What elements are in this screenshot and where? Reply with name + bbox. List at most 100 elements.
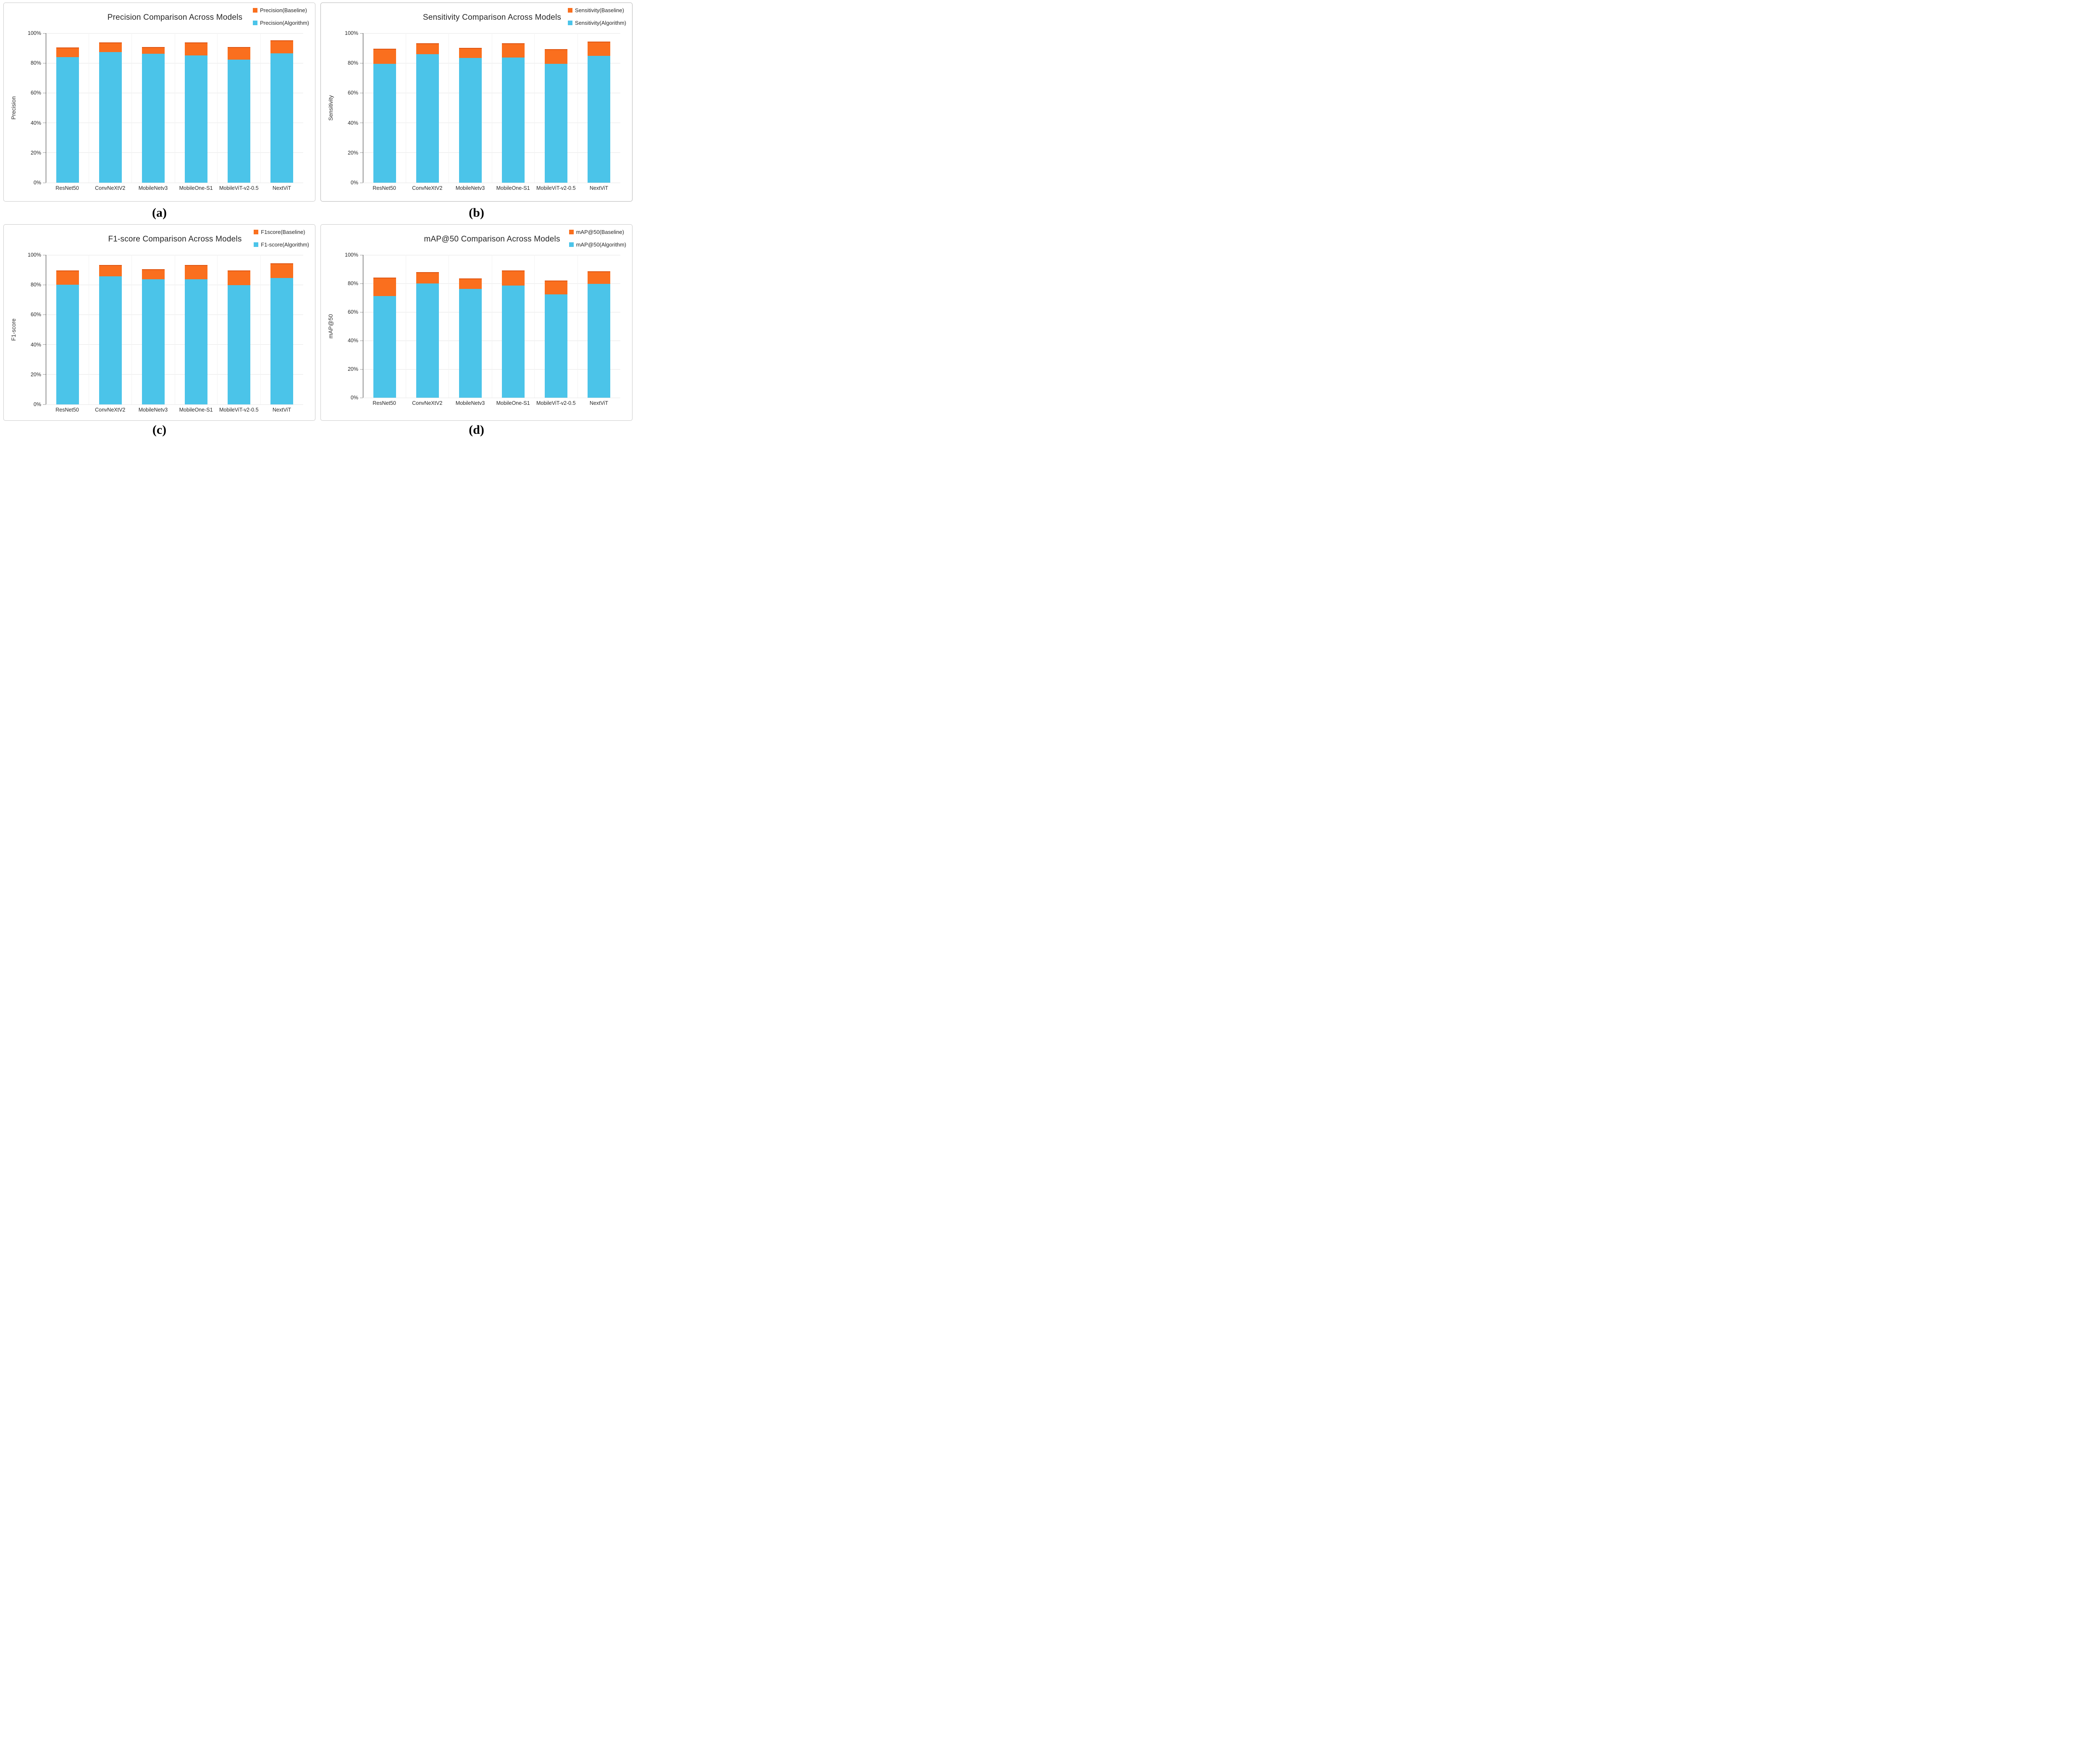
y-tick-label: 60% [30, 312, 41, 318]
bar-algorithm-segment [459, 289, 482, 398]
legend-label: Sensitivity(Baseline) [575, 7, 624, 13]
bar-slot-NextViT [578, 33, 620, 183]
y-axis-tick [43, 404, 46, 405]
algorithm-swatch-icon [569, 242, 574, 247]
legend: mAP@50(Baseline) mAP@50(Algorithm) [569, 229, 626, 248]
y-tick-label: 20% [347, 149, 358, 156]
x-axis-labels: ResNet50 ConvNeXtV2 MobileNetv3 MobileOne-S… [363, 400, 620, 406]
algorithm-swatch-icon [254, 242, 259, 247]
bar-algorithm-segment [56, 57, 79, 183]
chart-panel-map50: mAP@50(Baseline) mAP@50(Algorithm) mAP@5… [320, 224, 633, 421]
chart-title: mAP@50 Comparison Across Models [424, 235, 560, 244]
bar-slot-ResNet50 [363, 255, 406, 398]
legend-item-algorithm: Precision(Algorithm) [252, 20, 309, 26]
y-axis-tick [43, 374, 46, 375]
bar-algorithm-segment [416, 283, 439, 398]
bar-algorithm-segment [373, 296, 396, 398]
vertical-gridline [217, 33, 218, 183]
legend-label: F1-score(Algorithm) [261, 241, 309, 248]
y-axis-label: mAP@50 [328, 314, 334, 338]
x-category-label: NextViT [589, 400, 609, 406]
bar-algorithm-segment [588, 55, 610, 183]
y-tick-label: 40% [30, 341, 41, 348]
bar-slot-MobileViT-v2-0.5 [218, 33, 260, 183]
legend: F1score(Baseline) F1-score(Algorithm) [254, 229, 309, 248]
vertical-gridline [131, 255, 132, 404]
bar-algorithm-segment [545, 294, 567, 398]
legend-item-baseline: mAP@50(Baseline) [569, 229, 626, 235]
y-tick-label: 60% [347, 309, 358, 315]
legend-label: mAP@50(Algorithm) [576, 241, 626, 248]
y-tick-label: 60% [347, 90, 358, 96]
vertical-gridline [260, 255, 261, 404]
x-category-label: MobileViT-v2-0.5 [536, 400, 576, 406]
caption-cell: (c) [3, 421, 315, 439]
bar-slot-NextViT [260, 255, 303, 404]
bar-slot-ConvNeXtV2 [406, 255, 449, 398]
bar-slot-NextViT [578, 255, 620, 398]
subfigure-caption-c: (c) [152, 422, 167, 437]
bar-algorithm-segment [99, 276, 122, 404]
bars-layer [363, 33, 620, 183]
x-category-label: ResNet50 [55, 407, 79, 413]
bar-algorithm-segment [99, 52, 122, 183]
vertical-gridline [534, 33, 535, 183]
gridline [46, 404, 303, 405]
x-category-label: ConvNeXtV2 [412, 400, 443, 406]
y-tick-label: 20% [30, 149, 41, 156]
x-category-label: ConvNeXtV2 [95, 185, 126, 191]
bar-algorithm-segment [142, 54, 165, 183]
subfigure-caption-a: (a) [152, 206, 167, 220]
y-tick-label: 100% [28, 30, 41, 36]
x-category-label: MobileNetv3 [138, 185, 168, 191]
bars-layer [363, 255, 620, 398]
bar-slot-MobileNetv3 [132, 33, 175, 183]
legend-label: Precision(Algorithm) [260, 20, 309, 26]
caption-cell: (b) [320, 202, 633, 224]
bar-algorithm-segment [416, 54, 439, 183]
legend-label: mAP@50(Baseline) [576, 229, 624, 235]
x-category-label: MobileOne-S1 [496, 185, 530, 191]
y-tick-label: 0% [33, 180, 41, 186]
chart-panel-precision: Precision(Baseline) Precision(Algorithm)… [3, 3, 315, 202]
bar-algorithm-segment [502, 57, 525, 183]
chart-title: Precision Comparison Across Models [107, 13, 243, 22]
bar-slot-MobileNetv3 [449, 255, 492, 398]
baseline-swatch-icon [254, 230, 259, 234]
x-category-label: NextViT [272, 185, 291, 191]
bar-algorithm-segment [270, 278, 293, 404]
bar-algorithm-segment [459, 58, 482, 183]
y-axis-label: Precision [10, 96, 17, 120]
x-category-label: ConvNeXtV2 [412, 185, 443, 191]
x-category-label: NextViT [272, 407, 291, 413]
bar-algorithm-segment [228, 60, 250, 183]
bar-algorithm-segment [142, 279, 165, 404]
vertical-gridline [260, 33, 261, 183]
algorithm-swatch-icon [252, 21, 257, 25]
subfigure-caption-b: (b) [469, 206, 484, 220]
x-category-label: MobileNetv3 [455, 400, 485, 406]
legend-label: F1score(Baseline) [261, 229, 305, 235]
bar-algorithm-segment [185, 279, 207, 404]
x-axis-labels: ResNet50 ConvNeXtV2 MobileNetv3 MobileOne-S… [46, 185, 303, 191]
bar-slot-ConvNeXtV2 [89, 33, 132, 183]
bar-algorithm-segment [373, 63, 396, 183]
bar-algorithm-segment [588, 283, 610, 398]
bar-slot-ResNet50 [363, 33, 406, 183]
y-tick-label: 80% [30, 60, 41, 66]
chart-title: F1-score Comparison Across Models [108, 235, 242, 244]
y-axis-tick [360, 369, 363, 370]
y-tick-label: 40% [347, 120, 358, 126]
bar-slot-MobileNetv3 [449, 33, 492, 183]
bar-slot-NextViT [260, 33, 303, 183]
legend-item-algorithm: F1-score(Algorithm) [254, 241, 309, 248]
y-tick-label: 80% [30, 282, 41, 288]
x-category-label: MobileViT-v2-0.5 [219, 185, 259, 191]
bar-slot-MobileOne-S1 [175, 255, 218, 404]
bar-algorithm-segment [502, 285, 525, 398]
algorithm-swatch-icon [567, 21, 572, 25]
vertical-gridline [217, 255, 218, 404]
y-tick-label: 40% [30, 120, 41, 126]
bar-slot-ConvNeXtV2 [406, 33, 449, 183]
legend-label: Precision(Baseline) [260, 7, 307, 13]
